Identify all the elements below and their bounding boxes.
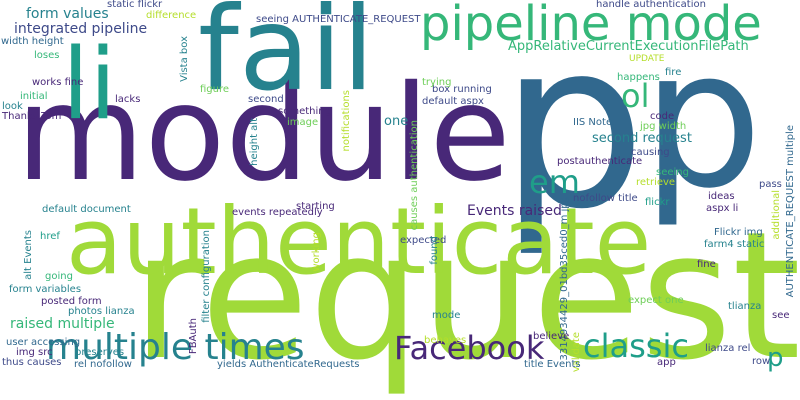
cloud-word: fine [697,259,716,270]
cloud-word: FBAuth [188,318,199,355]
cloud-word: p [767,343,784,373]
cloud-word: default aspx [422,96,484,107]
cloud-word: module [16,57,511,211]
cloud-word: Facebook [394,329,545,367]
cloud-word: alt Events [23,230,34,280]
cloud-word: width height [1,36,64,47]
cloud-word: one [384,114,409,129]
cloud-word: flickr [645,197,670,208]
cloud-word: pipeline mode [420,0,762,52]
cloud-word: working [311,232,322,272]
cloud-word: em [529,163,580,201]
cloud-word: look [2,101,23,112]
cloud-word: p [500,0,646,260]
cloud-word: UPDATE [629,54,665,64]
cloud-word: p [642,9,763,230]
cloud-word: row [752,356,771,367]
cloud-word: box running [432,84,492,95]
cloud-word: multiple times [46,327,305,368]
cloud-word: href [40,231,60,242]
cloud-word: authenticate [66,188,652,295]
cloud-word: behaves [424,335,467,346]
cloud-word: see [772,310,790,321]
cloud-word: thus causes [2,357,62,368]
cloud-word: code [650,111,675,122]
cloud-word: fire [665,67,682,78]
cloud-word: ol [621,77,650,115]
cloud-word: img src [16,347,53,358]
cloud-word: jpg width [640,121,687,132]
cloud-word: form variables [9,284,82,295]
cloud-word: preserves [75,347,125,358]
cloud-word: second [248,94,284,105]
cloud-word: seeing AUTHENTICATE_REQUEST [256,14,421,25]
cloud-word: believe [533,331,570,342]
cloud-word: classic [583,327,689,365]
cloud-word: notifications [341,90,352,152]
cloud-word: AppRelativeCurrentExecutionFilePath [508,39,749,54]
cloud-word: happens [617,72,660,83]
cloud-word: photos lianza [68,306,135,317]
cloud-word: causes authentication [409,120,420,231]
cloud-word: expect one [628,295,684,306]
cloud-word: events repeatedly [232,207,323,218]
cloud-word: farm4 static [704,239,765,250]
cloud-word: found [429,236,440,265]
cloud-word: starting [296,201,335,212]
cloud-word: pass [759,179,782,190]
cloud-word: nofollow title [573,193,638,204]
cloud-word: initial [20,91,48,102]
cloud-word: second request [592,131,692,146]
cloud-word: li [62,28,117,142]
cloud-word: Events raised [467,203,562,219]
cloud-word: additional [771,190,782,240]
cloud-word: causing [631,147,670,158]
cloud-word: aspx li [706,203,739,214]
cloud-word: difference [146,10,197,21]
cloud-word: something [278,106,331,117]
cloud-word: default document [42,204,131,215]
cloud-word: handle authentication [596,0,706,10]
cloud-word: trying [422,77,452,88]
cloud-word: static flickr [107,0,163,10]
cloud-word: lacks [115,94,141,105]
cloud-word: Flickr img [714,227,763,238]
cloud-word: posted form [41,296,102,307]
cloud-word: retrieve [636,177,676,188]
cloud-word: image [287,117,319,128]
cloud-word: loses [34,50,60,61]
cloud-word: yields AuthenticateRequests [217,359,360,370]
cloud-word: going [45,271,73,282]
cloud-word: lianza rel [705,343,751,354]
cloud-word: request [132,194,800,399]
cloud-word: rel nofollow [74,359,132,370]
cloud-word: tlianza [728,301,762,312]
cloud-word: raised multiple [10,316,115,332]
cloud-word: filter configuration [201,230,212,323]
cloud-word: Thanks Tom [2,111,62,122]
cloud-word: seeing [656,167,689,178]
cloud-word: postauthenticate [557,156,643,167]
cloud-word: integrated pipeline [14,21,148,37]
cloud-word: AUTHENTICATE_REQUEST multiple [785,125,796,298]
cloud-word: fail [198,0,375,117]
cloud-word: expected [400,235,447,246]
cloud-word: user accessing [6,337,81,348]
cloud-word: Vista box [179,36,190,82]
cloud-word: title Events [524,359,581,370]
cloud-word: app [657,357,676,368]
cloud-word: form values [26,6,109,22]
cloud-word: ideas [708,191,735,202]
cloud-word: mode [432,310,461,321]
cloud-word: IIS Note [573,117,613,128]
cloud-word: works fine [32,77,84,88]
cloud-word: height alt [249,118,260,166]
cloud-word: figure [200,84,230,95]
